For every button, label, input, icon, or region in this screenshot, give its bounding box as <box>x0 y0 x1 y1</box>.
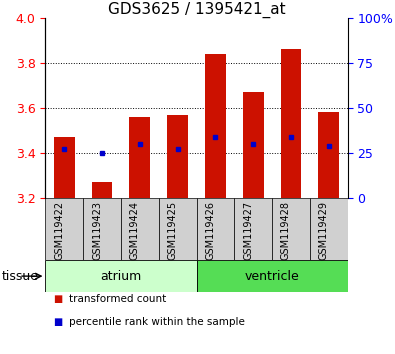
Title: GDS3625 / 1395421_at: GDS3625 / 1395421_at <box>108 1 285 18</box>
Text: GSM119428: GSM119428 <box>281 201 291 260</box>
Bar <box>318 113 339 198</box>
Text: percentile rank within the sample: percentile rank within the sample <box>69 317 245 327</box>
Bar <box>272 198 310 260</box>
Text: GSM119422: GSM119422 <box>54 201 64 261</box>
Bar <box>130 117 150 198</box>
Bar <box>280 49 301 198</box>
Bar <box>197 198 234 260</box>
Text: atrium: atrium <box>100 270 141 282</box>
Bar <box>234 198 272 260</box>
Bar <box>310 198 348 260</box>
Bar <box>54 137 75 198</box>
Bar <box>83 198 121 260</box>
Bar <box>167 115 188 198</box>
Text: transformed count: transformed count <box>69 294 166 304</box>
Text: tissue: tissue <box>2 270 39 282</box>
Text: ■: ■ <box>53 294 62 304</box>
Text: ■: ■ <box>53 317 62 327</box>
Text: GSM119424: GSM119424 <box>130 201 140 260</box>
Bar <box>45 198 83 260</box>
Text: GSM119426: GSM119426 <box>205 201 215 260</box>
Text: GSM119429: GSM119429 <box>319 201 329 260</box>
Text: ventricle: ventricle <box>245 270 299 282</box>
Bar <box>121 198 159 260</box>
Text: GSM119425: GSM119425 <box>167 201 178 261</box>
Bar <box>205 54 226 198</box>
Text: GSM119427: GSM119427 <box>243 201 253 261</box>
Text: GSM119423: GSM119423 <box>92 201 102 260</box>
Bar <box>197 260 348 292</box>
Bar <box>159 198 197 260</box>
Bar <box>45 260 197 292</box>
Bar <box>92 182 113 198</box>
Bar <box>243 92 263 198</box>
